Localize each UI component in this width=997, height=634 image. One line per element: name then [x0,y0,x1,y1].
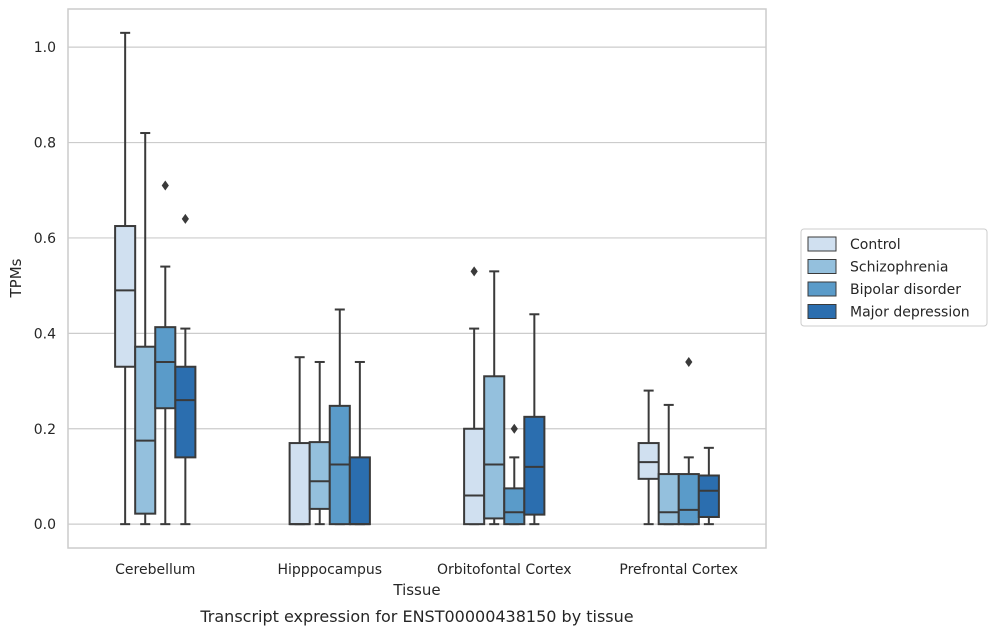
box-iqr [523,415,546,516]
x-axis-label: Tissue [392,581,440,599]
box-iqr [463,427,486,526]
y-tick-label: 0.0 [34,517,56,533]
legend-label: Control [850,237,901,253]
gridlines [68,46,766,525]
box-major-depression [697,446,720,526]
box-iqr [308,441,331,510]
box-series [114,31,720,526]
outlier-point [181,213,189,224]
box-iqr [677,473,700,526]
box-iqr [348,456,371,526]
legend-label: Schizophrenia [850,260,948,276]
box-bipolar-disorder [328,308,351,526]
box-control [463,266,486,526]
x-tick-label: Hipppocampus [277,562,382,578]
legend-swatch [807,304,837,319]
y-tick-label: 1.0 [34,40,56,56]
x-tick-label: Orbitofontal Cortex [437,562,572,578]
box-bipolar-disorder [503,423,526,526]
x-tick-labels: Cerebellum Hipppocampus Orbitofontal Corte… [115,562,738,578]
box-iqr [637,442,660,480]
box-control [114,31,137,526]
box-major-depression [348,360,371,526]
box-iqr [174,365,197,459]
y-tick-label: 0.2 [34,422,56,438]
legend-frame [800,228,988,327]
legend: Control Schizophrenia Bipolar disorder Majo… [800,228,988,327]
box-iqr [657,473,680,526]
box-major-depression [523,313,546,526]
y-tick-label: 0.4 [34,326,56,342]
legend-swatch [807,281,837,297]
y-tick-label: 0.6 [34,231,56,247]
box-iqr [288,442,311,526]
legend-swatch [807,236,837,252]
box-iqr [134,345,157,515]
box-iqr [697,474,720,518]
box-iqr [483,375,506,520]
box-schizophrenia [308,360,331,526]
box-bipolar-disorder [154,180,177,526]
plot-frame [67,8,767,549]
y-tick-labels: 0.0 0.2 0.4 0.6 0.8 1.0 [34,40,56,533]
box-major-depression [174,213,197,526]
y-tick-label: 0.8 [34,136,56,152]
x-tick-label: Cerebellum [115,562,195,578]
outlier-point [161,180,169,191]
box-iqr [503,487,526,526]
box-control [288,356,311,526]
chart-caption: Transcript expression for ENST0000043815… [199,607,633,626]
box-schizophrenia [483,270,506,526]
legend-swatch [807,259,837,274]
box-bipolar-disorder [677,356,700,526]
legend-label: Major depression [850,305,970,321]
y-axis-label: TPMs [7,258,25,298]
outlier-point [470,266,478,277]
box-iqr [114,225,137,368]
box-iqr [154,326,177,410]
box-schizophrenia [134,132,157,526]
outlier-point [510,423,518,434]
box-schizophrenia [657,403,680,526]
legend-label: Bipolar disorder [850,282,961,298]
box-control [637,389,660,526]
x-tick-label: Prefrontal Cortex [619,562,738,578]
outlier-point [685,356,693,367]
